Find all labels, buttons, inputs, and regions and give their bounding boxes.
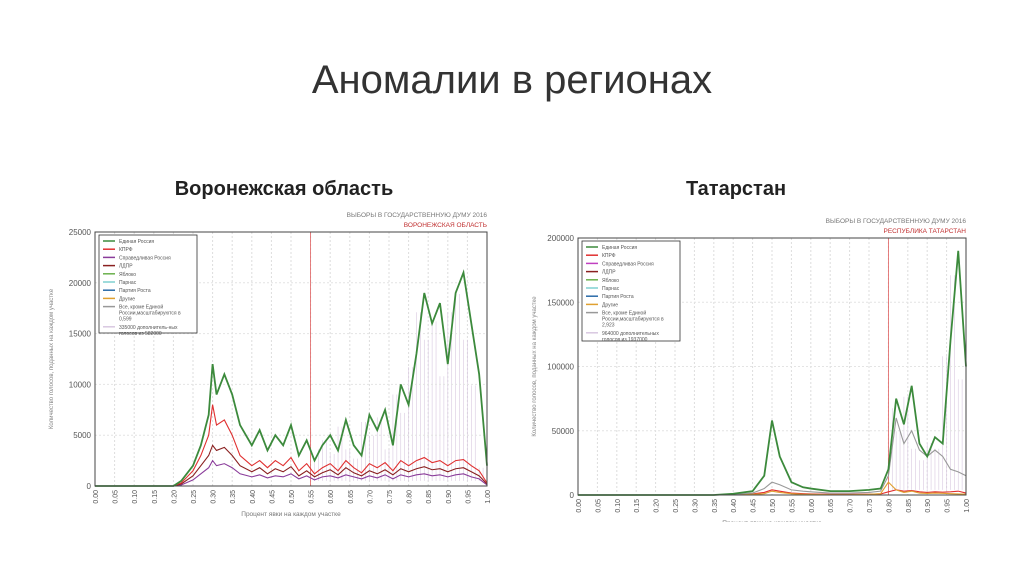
y-tick-label: 150000 [547,298,574,307]
y-axis-label: Количество голосов, поданных на каждом у… [532,296,538,437]
y-tick-label: 0 [570,491,575,500]
slide-title: Аномалии в регионах [311,58,713,102]
x-axis-label: Процент явки на каждом участке [241,511,341,518]
x-tick-label: 0.70 [848,499,855,513]
x-tick-label: 0.60 [328,490,335,504]
y-axis-label: Количество голосов, поданных на каждом у… [49,288,55,429]
x-tick-label: 0.50 [770,499,777,513]
x-tick-label: 1.00 [964,499,971,513]
legend-entry: ЛДПР [602,270,616,276]
legend-entry: Партия Роста [119,288,151,294]
x-tick-label: 0.20 [171,490,178,504]
legend-entry: ЛДПР [119,264,133,270]
x-tick-label: 0.55 [309,490,316,504]
chart-heading-voronezh: Воронежская область [174,178,394,200]
legend-box [98,234,198,334]
x-tick-label: 0.05 [113,490,120,504]
x-tick-label: 0.30 [211,490,218,504]
legend-entry: Единая Россия [602,245,637,251]
chart-title: ВЫБОРЫ В ГОСУДАРСТВЕННУЮ ДУМУ 2016 [826,218,967,225]
y-tick-label: 25000 [69,228,92,237]
x-tick-label: 0.20 [654,499,661,513]
y-tick-label: 50000 [552,427,575,436]
series-line-Справедливая Россия [95,459,488,487]
x-tick-label: 0.00 [93,490,100,504]
x-tick-label: 0.45 [269,490,276,504]
x-tick-label: 0.25 [191,490,198,504]
chart-title: ВЫБОРЫ В ГОСУДАРСТВЕННУЮ ДУМУ 2016 [347,212,488,219]
legend-entry: Справедливая Россия [119,255,171,261]
x-tick-label: 0.15 [634,499,641,513]
x-tick-label: 0.75 [867,499,874,513]
x-tick-label: 0.10 [132,490,139,504]
legend-entry: Яблоко [602,278,619,284]
legend-entry: Все, кроме Единой России,масштабируются в… [602,310,664,329]
x-tick-label: 0.30 [692,499,699,513]
legend-entry: Парнас [119,280,137,286]
y-tick-label: 10000 [69,380,92,389]
legend-entry: Партия Роста [602,294,634,300]
legend-entry: 335000 дополнитель-ных голосов из 582000 [119,325,178,337]
chart-tatarstan: ВЫБОРЫ В ГОСУДАРСТВЕННУЮ ДУМУ 2016 РЕСПУБ… [532,218,971,522]
chart-subtitle: РЕСПУБЛИКА ТАТАРСТАН [884,228,967,235]
x-tick-label: 0.35 [230,490,237,504]
x-tick-label: 0.50 [289,490,296,504]
x-tick-label: 0.15 [152,490,159,504]
x-tick-label: 0.40 [731,499,738,513]
x-tick-label: 0.60 [809,499,816,513]
x-tick-label: 0.45 [751,499,758,513]
series-line-Другие [578,481,967,496]
plot-frame [577,237,967,496]
x-tick-label: 0.40 [250,490,257,504]
chart-subtitle: ВОРОНЕЖСКАЯ ОБЛАСТЬ [404,222,487,229]
y-tick-label: 0 [87,482,92,491]
legend-entry: Парнас [602,286,620,292]
x-tick-label: 0.80 [886,499,893,513]
x-tick-label: 0.65 [348,490,355,504]
x-tick-label: 0.05 [595,499,602,513]
series-line-ЛДПР [95,444,488,487]
chart-heading-tatarstan: Татарстан [685,178,787,200]
legend-entry: Все, кроме Единой России,масштабируются в… [119,304,181,323]
legend-entry: 964000 дополнительных голосов из 1937000 [602,331,659,343]
plot-frame [94,231,488,487]
x-tick-label: 0.00 [576,499,583,513]
series-line-КПРФ [95,404,488,487]
y-tick-label: 5000 [73,431,91,440]
x-tick-label: 0.25 [673,499,680,513]
legend-entry: Другие [119,296,135,302]
x-tick-label: 0.85 [426,490,433,504]
y-tick-label: 100000 [547,363,574,372]
x-tick-label: 0.95 [465,490,472,504]
y-tick-label: 20000 [69,279,92,288]
x-tick-label: 0.70 [367,490,374,504]
series-line-Все, кроме Единой России [578,417,967,496]
x-tick-label: 1.00 [485,490,492,504]
x-tick-label: 0.35 [712,499,719,513]
series-line-Единая Россия [95,269,488,487]
x-tick-label: 0.65 [828,499,835,513]
x-tick-label: 0.85 [906,499,913,513]
legend-entry: КПРФ [119,247,133,253]
x-tick-label: 0.95 [945,499,952,513]
y-tick-label: 200000 [547,234,574,243]
legend-entry: Другие [602,302,618,308]
legend-entry: КПРФ [602,253,616,259]
legend-box [581,240,681,342]
x-tick-label: 0.90 [925,499,932,513]
x-tick-label: 0.55 [789,499,796,513]
legend-entry: Единая Россия [119,239,154,245]
chart-voronezh: ВЫБОРЫ В ГОСУДАРСТВЕННУЮ ДУМУ 2016 ВОРОНЕ… [49,212,492,518]
legend-entry: Яблоко [119,272,136,278]
legend-entry: Справедливая Россия [602,261,654,267]
x-axis-label: Процент явки на каждом участке [722,520,822,522]
x-tick-label: 0.75 [387,490,394,504]
x-tick-label: 0.80 [407,490,414,504]
series-line-Единая Россия [578,250,967,496]
x-tick-label: 0.10 [615,499,622,513]
x-tick-label: 0.90 [446,490,453,504]
y-tick-label: 15000 [69,330,92,339]
